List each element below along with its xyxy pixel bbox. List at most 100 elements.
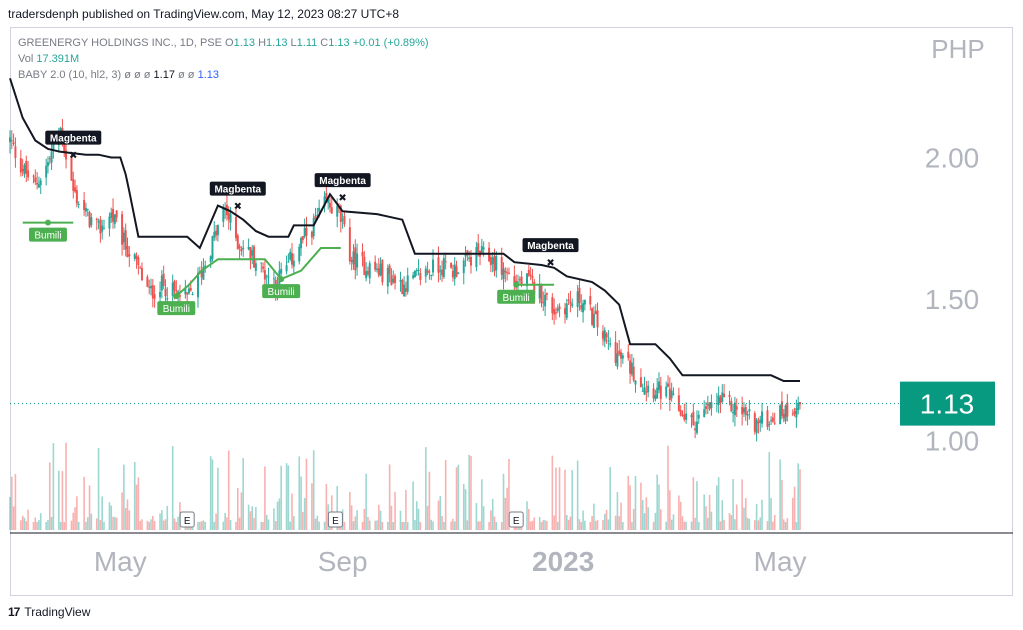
candle-body [779, 405, 782, 425]
volume-bar [312, 450, 315, 530]
volume-bar [374, 520, 376, 530]
volume-bar [240, 492, 243, 530]
candle-body [150, 285, 153, 289]
candle-body [618, 350, 621, 355]
candle-body [48, 158, 51, 160]
candle-body [439, 270, 442, 272]
candle-body [140, 268, 143, 281]
candle-body [742, 408, 745, 413]
volume-bar [280, 465, 282, 530]
volume-bar [238, 517, 241, 530]
volume-bar [27, 509, 29, 530]
ohlc-high: 1.13 [266, 37, 288, 49]
candle-body [444, 261, 447, 263]
volume-bar [204, 521, 207, 530]
footer-brand[interactable]: TradingView [24, 605, 91, 619]
candle-body [565, 303, 568, 318]
volume-bar [112, 516, 114, 530]
candle-body [366, 270, 369, 275]
candle-body [468, 257, 471, 259]
candle-body [215, 230, 218, 236]
candle-body [540, 284, 543, 304]
volume-bar [672, 514, 675, 530]
volume-bar [504, 497, 507, 530]
candle-body [556, 308, 559, 312]
volume-bar [25, 521, 28, 530]
volume-bar [681, 516, 684, 530]
candle-body [692, 411, 695, 426]
candle-body [86, 208, 89, 210]
candle-body [401, 279, 404, 295]
volume-bar [20, 520, 22, 530]
candle-body [455, 266, 458, 277]
candle-body [721, 392, 724, 403]
candle-body [222, 208, 225, 222]
volume-bar [23, 517, 26, 530]
volume-bar [298, 456, 301, 530]
volume-bar [717, 477, 720, 530]
volume-bar [236, 487, 239, 530]
volume-bar [311, 483, 313, 530]
volume-bar [667, 445, 669, 530]
candle-body [247, 246, 250, 250]
volume-bar [137, 477, 140, 530]
volume-bar [426, 505, 429, 530]
volume-bar [173, 518, 176, 530]
volume-bar [139, 520, 141, 530]
candle-body [571, 303, 574, 307]
ohlc-close-label: C [320, 37, 329, 49]
tradingview-logo-icon[interactable]: 17 [8, 605, 20, 619]
volume-bar [316, 515, 319, 530]
sell-label-box [45, 130, 102, 145]
sell-label-box [522, 238, 579, 253]
volume-bar [719, 521, 722, 530]
volume-bar [665, 521, 668, 530]
volume-bar [632, 508, 635, 530]
candle-body [139, 267, 142, 269]
candle-body [744, 407, 747, 415]
candle-body [656, 387, 659, 399]
candle-body [10, 140, 13, 142]
indicator-title[interactable]: BABY 2.0 (10, hl2, 3) [18, 69, 122, 81]
candle-body [551, 297, 554, 314]
candle-body [251, 250, 254, 256]
candle-body [184, 288, 187, 295]
candle-body [695, 421, 698, 433]
candle-body [65, 150, 68, 160]
volume-bar [291, 493, 293, 530]
volume-bar [755, 504, 758, 530]
candle-body [592, 313, 595, 328]
volume-bar [177, 516, 179, 530]
candle-body [406, 275, 409, 292]
candle-body [797, 402, 800, 411]
indicator-mid-values: ø ø [178, 69, 195, 81]
earnings-marker-label: E [184, 516, 191, 527]
candle-body [531, 275, 534, 279]
candle-body [34, 177, 37, 183]
candle-body [753, 413, 756, 432]
volume-bar [45, 521, 47, 530]
candle-body [46, 162, 49, 167]
candle-body [267, 276, 270, 278]
volume-bar [791, 497, 794, 530]
candle-body [450, 262, 453, 268]
volume-bar [285, 463, 288, 530]
volume-bar [12, 506, 15, 530]
volume-bar [349, 491, 351, 530]
candle-body [415, 270, 418, 272]
candle-body [795, 408, 798, 418]
candle-body [583, 299, 586, 305]
candle-body [667, 383, 670, 387]
candle-body [260, 262, 263, 264]
candle-body [780, 401, 783, 416]
symbol-title[interactable]: GREENERGY HOLDINGS INC., 1D, PSE [18, 37, 222, 49]
volume-bar [401, 521, 404, 530]
volume-bar [377, 504, 380, 530]
volume-bar [399, 510, 402, 530]
candle-body [191, 293, 194, 295]
volume-bar [36, 521, 38, 530]
volume-bar [696, 481, 698, 530]
volume-bar [526, 501, 528, 530]
candle-body [187, 288, 190, 294]
